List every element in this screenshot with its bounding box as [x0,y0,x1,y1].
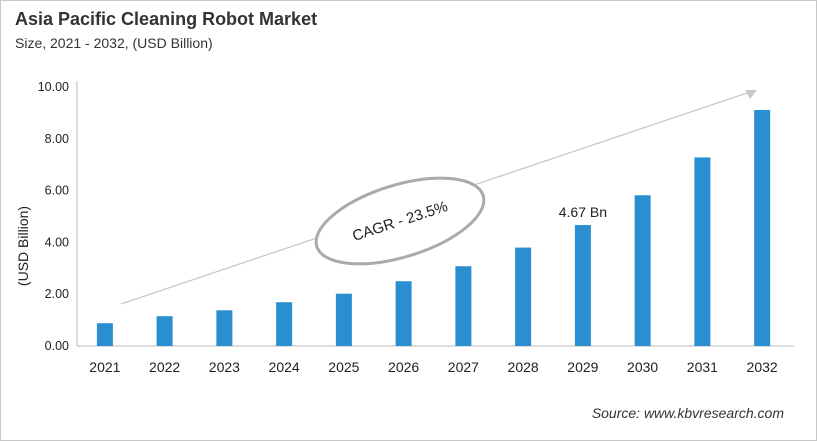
y-tick-label: 4.00 [45,235,69,249]
x-tick-label: 2028 [508,359,539,375]
y-tick-label: 8.00 [45,132,69,146]
x-tick-label: 2031 [687,359,718,375]
source-note: Source: www.kbvresearch.com [591,405,784,421]
bar-2022 [156,316,173,346]
x-tick-label: 2030 [627,359,658,375]
x-tick-label: 2024 [269,359,300,375]
bar-2031 [694,157,711,346]
data-label: 4.67 Bn [559,204,607,220]
bar-2021 [96,323,113,346]
x-tick-label: 2025 [328,359,359,375]
bar-2028 [515,247,532,346]
y-tick-label: 2.00 [45,287,69,301]
y-tick-label: 10.00 [38,80,69,94]
x-tick-label: 2021 [89,359,120,375]
bar-2026 [395,281,412,346]
bar-2030 [634,195,651,346]
y-tick-label: 0.00 [45,339,69,353]
bar-2029 [574,225,591,346]
bar-2025 [335,293,352,346]
bar-2023 [216,310,233,346]
cagr-ellipse [314,176,486,266]
trend-arrowhead-icon [745,90,757,99]
x-tick-label: 2026 [388,359,419,375]
x-tick-label: 2023 [209,359,240,375]
chart-title: Asia Pacific Cleaning Robot Market [15,9,318,29]
x-tick-label: 2027 [448,359,479,375]
bar-2024 [276,302,293,346]
bar-2027 [455,266,472,346]
x-tick-label: 2029 [567,359,598,375]
bar-2032 [754,110,771,347]
x-tick-label: 2022 [149,359,180,375]
x-tick-label: 2032 [747,359,778,375]
y-tick-label: 6.00 [45,184,69,198]
chart-subtitle: Size, 2021 - 2032, (USD Billion) [15,35,213,51]
